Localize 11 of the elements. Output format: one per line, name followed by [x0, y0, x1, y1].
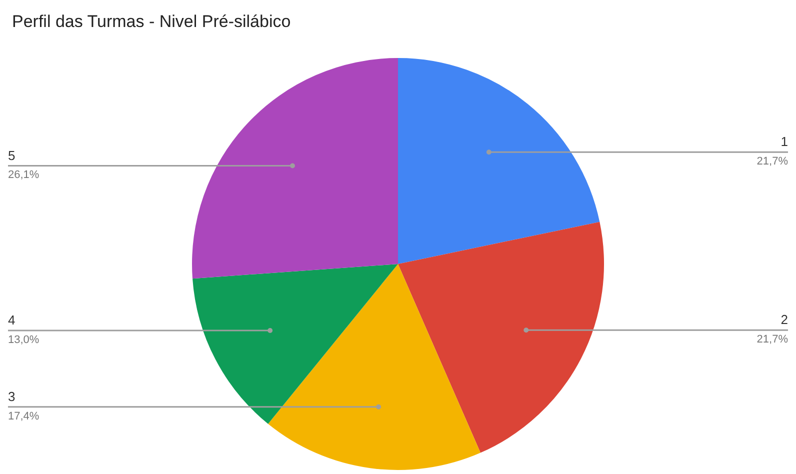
data-label: 13,0% [8, 334, 40, 346]
slice-label: 5 [8, 148, 16, 163]
slice-label: 4 [8, 312, 16, 328]
slice-label: 3 [8, 388, 16, 404]
slice-label: 1 [780, 134, 788, 150]
data-label: 21,7% [756, 156, 788, 168]
data-label: 21,7% [756, 334, 788, 346]
slice-label: 2 [780, 312, 788, 328]
data-label: 17,4% [8, 410, 40, 422]
chart-title: Perfil das Turmas - Nivel Pré-silábico [12, 12, 291, 32]
data-label: 26,1% [8, 169, 40, 182]
